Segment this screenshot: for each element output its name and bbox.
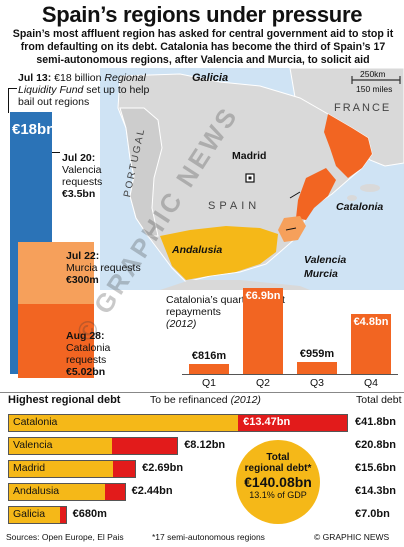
catalonia-shape	[324, 114, 372, 178]
intro-text: Spain’s most affluent region has asked f…	[12, 28, 394, 66]
debt-refinance-label: €680m	[72, 508, 107, 520]
debt-rows: Catalonia €13.47bn €41.8bn Valencia €8.12bn €…	[0, 414, 404, 526]
debt-refinance-label: €2.69bn	[142, 462, 184, 474]
debt-region-label: Madrid	[13, 462, 46, 474]
scale-miles: 150 miles	[356, 84, 393, 94]
debt-section	[0, 392, 404, 407]
debt-refinance-bar	[113, 461, 136, 477]
total-heading: Total debt	[356, 394, 402, 406]
debt-region-label: Andalusia	[13, 485, 60, 497]
debt-total-label: €7.0bn	[355, 508, 390, 520]
debt-refinance-bar	[111, 438, 178, 454]
quarter-value-label: €6.9bn	[245, 290, 281, 302]
note-jul13: Jul 13: €18 billion Regional Liquidity F…	[18, 72, 150, 108]
label-valencia: Valencia	[304, 254, 347, 266]
label-murcia: Murcia	[304, 268, 338, 280]
quarter-bar	[297, 362, 337, 374]
scale-km: 250km	[360, 69, 386, 79]
quarter-tick-label: Q1	[201, 377, 216, 389]
debt-bar-row: Catalonia	[8, 414, 348, 432]
note-aug28: Aug 28: Catalonia requests €5.02bn	[66, 330, 111, 378]
fund-bar-value: €18bn	[12, 121, 56, 138]
footer-sources: Sources: Open Europe, El Pais	[6, 532, 124, 542]
refinance-heading: To be refinanced (2012)	[150, 394, 261, 406]
murcia-bar	[18, 242, 94, 304]
debt-refinance-bar	[59, 507, 66, 523]
debt-total-label: €20.8bn	[355, 439, 396, 451]
portugal-shape	[119, 107, 163, 237]
debt-refinance-label: €8.12bn	[184, 439, 226, 451]
quarter-value-label: €4.8bn	[353, 316, 389, 329]
debt-bar-row: Valencia	[8, 437, 179, 455]
quarter-bar	[189, 363, 229, 374]
page-title: Spain’s regions under pressure	[41, 2, 363, 27]
debt-total-bar	[9, 507, 66, 523]
balearic-islands	[360, 184, 380, 192]
circle-line1: Total	[266, 452, 290, 463]
quarter-bar	[243, 288, 283, 374]
debt-bar-row: Andalusia	[8, 483, 126, 501]
quarterly-baseline	[182, 374, 398, 375]
debt-refinance-label: €13.47bn	[243, 416, 291, 428]
valencia-bracket	[52, 152, 60, 243]
label-andalusia: Andalusia	[172, 244, 223, 256]
label-galicia: Galicia	[192, 72, 229, 84]
label-france: FRANCE	[334, 102, 392, 114]
debt-region-label: Galicia	[13, 508, 46, 520]
debt-bar-row: Galicia	[8, 506, 67, 524]
debt-bar-row: Madrid	[8, 460, 137, 478]
debt-refinance-bar	[238, 415, 347, 431]
label-spain: SPAIN	[208, 200, 261, 212]
quarter-value-label: €959m	[299, 348, 335, 361]
debt-total-label: €41.8bn	[355, 416, 396, 428]
quarter-bar	[351, 314, 391, 374]
debt-total-label: €14.3bn	[355, 485, 396, 497]
quarter-tick-label: Q4	[363, 377, 378, 389]
debt-region-label: Valencia	[13, 439, 53, 451]
debt-total-bar	[9, 484, 125, 500]
debt-total-label: €15.6bn	[355, 462, 396, 474]
quarterly-axis: Q1 Q2 Q3 Q4	[182, 377, 398, 391]
circle-value: €140.08bn	[244, 474, 312, 490]
note-jul22: Jul 22: Murcia requests €300m	[66, 250, 141, 286]
circle-gdp: 13.1% of GDP	[249, 490, 307, 500]
debt-region-label: Catalonia	[13, 416, 58, 428]
circle-line2: regional debt*	[244, 463, 312, 474]
debt-total-bar	[9, 461, 136, 477]
valencia-shape	[296, 168, 336, 220]
total-debt-circle: Total regional debt* €140.08bn 13.1% of …	[236, 440, 320, 524]
note-jul20: Jul 20: Valencia requests €3.5bn	[62, 152, 103, 200]
quarterly-chart: €816m €6.9bn €959m €4.8bn	[182, 270, 398, 374]
leader-line	[8, 88, 17, 113]
debt-refinance-bar	[104, 484, 125, 500]
label-catalonia: Catalonia	[336, 201, 384, 213]
quarter-tick-label: Q2	[255, 377, 270, 389]
andalusia-shape	[160, 226, 278, 280]
debt-refinance-label: €2.44bn	[131, 485, 173, 497]
quarter-value-label: €816m	[191, 349, 227, 362]
africa-coast	[160, 280, 310, 290]
footer-note: *17 semi-autonomous regions	[152, 532, 265, 542]
debt-heading: Highest regional debt	[8, 394, 121, 406]
footer-credit: © GRAPHIC NEWS	[314, 532, 390, 542]
quarter-tick-label: Q3	[309, 377, 324, 389]
label-madrid: Madrid	[232, 150, 267, 162]
spain-map	[100, 68, 404, 290]
catalonia-bar	[18, 304, 94, 378]
